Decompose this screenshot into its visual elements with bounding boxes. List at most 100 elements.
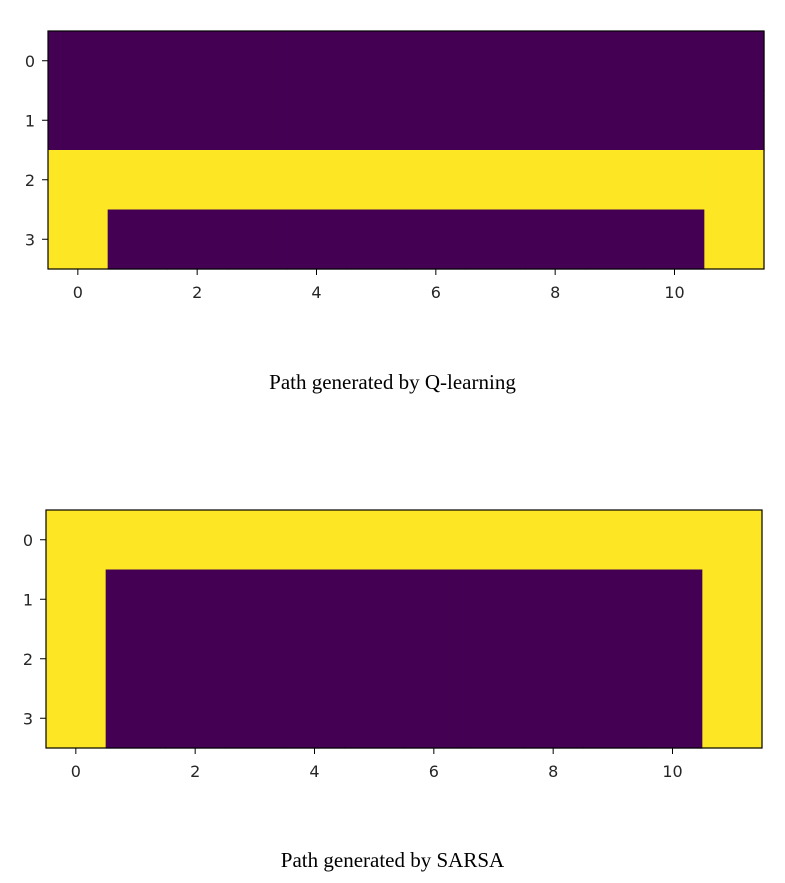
q-learning-figure: 0 2 4 6 8 10 0 1 2 3 Path generated by Q-learning — [0, 0, 785, 440]
q-learning-xtick-label: 2 — [192, 283, 202, 302]
sarsa-cell-r2-c10 — [642, 629, 703, 690]
q-learning-ytick-label: 2 — [25, 171, 35, 190]
sarsa-cell-r1-c3 — [225, 569, 286, 630]
sarsa-cell-r0-c9 — [583, 510, 644, 571]
sarsa-cell-r2-c4 — [284, 629, 345, 690]
q-learning-cell-r0-c10 — [644, 31, 705, 92]
sarsa-xtick-label: 4 — [309, 762, 319, 781]
sarsa-figure: 0 2 4 6 8 10 0 1 2 3 Path generated by SARSA — [0, 480, 785, 880]
sarsa-cell-r3-c0 — [46, 688, 107, 749]
q-learning-cell-r3-c3 — [227, 209, 288, 270]
sarsa-cell-r0-c11 — [702, 510, 763, 571]
q-learning-xtick-label: 10 — [664, 283, 684, 302]
q-learning-cell-r1-c9 — [585, 90, 646, 151]
sarsa-cell-r0-c4 — [284, 510, 345, 571]
q-learning-cell-r1-c4 — [286, 90, 347, 151]
sarsa-ytick-label: 2 — [23, 650, 33, 669]
q-learning-ytick-label: 3 — [25, 230, 35, 249]
q-learning-cell-r1-c6 — [406, 90, 467, 151]
sarsa-cell-r3-c6 — [404, 688, 465, 749]
sarsa-xtick-label: 10 — [662, 762, 682, 781]
sarsa-axes-frame — [45, 509, 763, 749]
q-learning-cell-r0-c4 — [286, 31, 347, 92]
q-learning-cell-r1-c0 — [48, 90, 109, 151]
sarsa-heatmap: 0 2 4 6 8 10 0 1 2 3 — [23, 509, 763, 781]
q-learning-cell-r0-c3 — [227, 31, 288, 92]
q-learning-cell-r0-c2 — [167, 31, 228, 92]
sarsa-cell-r2-c9 — [583, 629, 644, 690]
sarsa-ytick-label: 0 — [23, 531, 33, 550]
q-learning-cell-r3-c10 — [644, 209, 705, 270]
sarsa-cell-r2-c8 — [523, 629, 584, 690]
sarsa-cell-r3-c5 — [344, 688, 405, 749]
sarsa-cell-r3-c3 — [225, 688, 286, 749]
q-learning-cell-r1-c7 — [465, 90, 526, 151]
q-learning-cell-r2-c0 — [48, 150, 109, 211]
sarsa-cell-r2-c0 — [46, 629, 107, 690]
sarsa-xtick-label: 0 — [71, 762, 81, 781]
q-learning-xtick-label: 8 — [550, 283, 560, 302]
sarsa-cell-r1-c9 — [583, 569, 644, 630]
q-learning-cell-r0-c5 — [346, 31, 407, 92]
sarsa-cell-r1-c6 — [404, 569, 465, 630]
q-learning-cell-r3-c4 — [286, 209, 347, 270]
q-learning-cell-r3-c5 — [346, 209, 407, 270]
q-learning-cell-r1-c10 — [644, 90, 705, 151]
sarsa-cell-r1-c11 — [702, 569, 763, 630]
q-learning-heatmap: 0 2 4 6 8 10 0 1 2 3 — [25, 30, 765, 302]
q-learning-cell-r1-c5 — [346, 90, 407, 151]
q-learning-cell-r1-c3 — [227, 90, 288, 151]
sarsa-cell-r1-c0 — [46, 569, 107, 630]
sarsa-ytick-label: 1 — [23, 590, 33, 609]
q-learning-caption: Path generated by Q-learning — [269, 370, 516, 394]
sarsa-cell-r0-c8 — [523, 510, 584, 571]
q-learning-cell-r3-c9 — [585, 209, 646, 270]
q-learning-ytick-label: 1 — [25, 111, 35, 130]
q-learning-cell-r2-c11 — [704, 150, 765, 211]
sarsa-xtick-label: 6 — [429, 762, 439, 781]
q-learning-ytick-label: 0 — [25, 52, 35, 71]
sarsa-cell-r2-c3 — [225, 629, 286, 690]
q-learning-cell-r2-c7 — [465, 150, 526, 211]
q-learning-cell-r0-c6 — [406, 31, 467, 92]
q-learning-cell-r0-c7 — [465, 31, 526, 92]
sarsa-cell-r1-c10 — [642, 569, 703, 630]
sarsa-cell-r0-c2 — [165, 510, 226, 571]
sarsa-cell-r3-c11 — [702, 688, 763, 749]
sarsa-cell-r2-c7 — [463, 629, 524, 690]
sarsa-cell-r2-c5 — [344, 629, 405, 690]
sarsa-cell-r2-c1 — [105, 629, 166, 690]
sarsa-cell-r3-c9 — [583, 688, 644, 749]
sarsa-cell-r3-c2 — [165, 688, 226, 749]
sarsa-cell-r0-c1 — [105, 510, 166, 571]
q-learning-cell-r0-c0 — [48, 31, 109, 92]
sarsa-cell-r0-c10 — [642, 510, 703, 571]
q-learning-cell-r1-c2 — [167, 90, 228, 151]
q-learning-cell-r3-c0 — [48, 209, 109, 270]
sarsa-cell-r3-c4 — [284, 688, 345, 749]
q-learning-cell-r1-c8 — [525, 90, 586, 151]
sarsa-caption: Path generated by SARSA — [280, 848, 505, 872]
q-learning-cell-r3-c6 — [406, 209, 467, 270]
sarsa-ytick-label: 3 — [23, 709, 33, 728]
sarsa-cell-r0-c6 — [404, 510, 465, 571]
sarsa-cell-r0-c3 — [225, 510, 286, 571]
sarsa-cell-r0-c7 — [463, 510, 524, 571]
q-learning-cell-r0-c1 — [107, 31, 168, 92]
sarsa-xtick-label: 8 — [548, 762, 558, 781]
q-learning-xtick-label: 0 — [73, 283, 83, 302]
q-learning-cell-r0-c9 — [585, 31, 646, 92]
sarsa-cell-r1-c4 — [284, 569, 345, 630]
sarsa-cell-r1-c1 — [105, 569, 166, 630]
q-learning-cell-r3-c11 — [704, 209, 765, 270]
q-learning-cell-r3-c8 — [525, 209, 586, 270]
q-learning-cell-r0-c11 — [704, 31, 765, 92]
sarsa-cell-r1-c7 — [463, 569, 524, 630]
q-learning-cell-r3-c2 — [167, 209, 228, 270]
q-learning-axes-frame — [47, 30, 765, 270]
q-learning-cell-r2-c8 — [525, 150, 586, 211]
sarsa-cell-r1-c2 — [165, 569, 226, 630]
sarsa-cell-r3-c7 — [463, 688, 524, 749]
q-learning-cell-r2-c3 — [227, 150, 288, 211]
q-learning-cell-r2-c5 — [346, 150, 407, 211]
